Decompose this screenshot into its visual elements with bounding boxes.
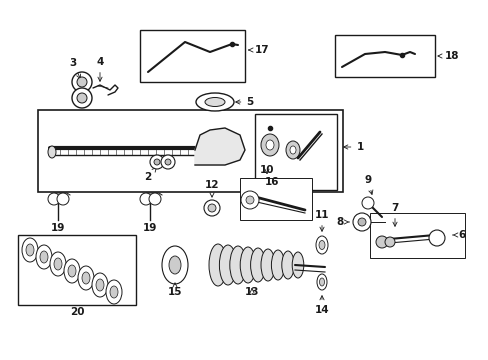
FancyBboxPatch shape	[240, 178, 311, 220]
Text: 19: 19	[142, 223, 157, 233]
Ellipse shape	[169, 256, 181, 274]
Ellipse shape	[292, 252, 303, 278]
Ellipse shape	[261, 134, 279, 156]
Text: 16: 16	[264, 177, 279, 187]
Ellipse shape	[319, 278, 324, 286]
Text: 2: 2	[144, 167, 156, 182]
Circle shape	[77, 93, 87, 103]
Circle shape	[384, 237, 394, 247]
Ellipse shape	[68, 265, 76, 277]
Ellipse shape	[54, 258, 62, 270]
Circle shape	[57, 193, 69, 205]
Polygon shape	[195, 128, 244, 165]
Circle shape	[203, 200, 220, 216]
Ellipse shape	[318, 240, 325, 249]
Ellipse shape	[110, 286, 118, 298]
FancyBboxPatch shape	[38, 110, 342, 192]
Text: 5: 5	[235, 97, 253, 107]
FancyBboxPatch shape	[140, 30, 244, 82]
Ellipse shape	[78, 266, 94, 290]
Text: 7: 7	[390, 203, 398, 226]
Ellipse shape	[48, 146, 56, 158]
Circle shape	[72, 72, 92, 92]
Circle shape	[149, 193, 161, 205]
Text: 8: 8	[336, 217, 348, 227]
Ellipse shape	[271, 250, 284, 280]
Ellipse shape	[162, 246, 187, 284]
Circle shape	[207, 204, 216, 212]
Ellipse shape	[315, 236, 327, 254]
Circle shape	[140, 193, 152, 205]
Ellipse shape	[40, 251, 48, 263]
FancyBboxPatch shape	[369, 213, 464, 258]
Text: 18: 18	[437, 51, 458, 61]
Circle shape	[245, 196, 253, 204]
FancyBboxPatch shape	[18, 235, 136, 305]
Text: 14: 14	[314, 296, 328, 315]
Ellipse shape	[204, 98, 224, 107]
Ellipse shape	[82, 272, 90, 284]
Ellipse shape	[106, 280, 122, 304]
Ellipse shape	[281, 251, 294, 279]
Circle shape	[77, 77, 87, 87]
Text: 6: 6	[452, 230, 465, 240]
Circle shape	[154, 159, 160, 165]
Ellipse shape	[250, 248, 265, 282]
Ellipse shape	[219, 245, 236, 285]
Ellipse shape	[229, 246, 245, 284]
Circle shape	[361, 197, 373, 209]
Ellipse shape	[64, 259, 80, 283]
Circle shape	[161, 155, 175, 169]
Ellipse shape	[285, 141, 299, 159]
Ellipse shape	[208, 244, 226, 286]
FancyBboxPatch shape	[254, 114, 336, 190]
Text: 20: 20	[70, 307, 84, 317]
Ellipse shape	[36, 245, 52, 269]
Ellipse shape	[265, 140, 273, 150]
Circle shape	[375, 236, 387, 248]
FancyBboxPatch shape	[334, 35, 434, 77]
Ellipse shape	[92, 273, 108, 297]
Circle shape	[428, 230, 444, 246]
Circle shape	[357, 218, 365, 226]
Ellipse shape	[22, 238, 38, 262]
Ellipse shape	[50, 252, 66, 276]
Text: 13: 13	[244, 287, 259, 297]
Text: 17: 17	[248, 45, 269, 55]
Text: 15: 15	[167, 283, 182, 297]
Text: 4: 4	[96, 57, 103, 81]
Text: 9: 9	[364, 175, 372, 194]
Ellipse shape	[316, 274, 326, 290]
Ellipse shape	[96, 279, 104, 291]
Text: 10: 10	[259, 165, 274, 175]
Text: 12: 12	[204, 180, 219, 197]
Text: 19: 19	[51, 223, 65, 233]
Text: 1: 1	[343, 142, 363, 152]
Ellipse shape	[196, 93, 234, 111]
Ellipse shape	[240, 247, 255, 283]
Circle shape	[241, 191, 259, 209]
Circle shape	[150, 155, 163, 169]
Circle shape	[352, 213, 370, 231]
Circle shape	[72, 88, 92, 108]
Ellipse shape	[26, 244, 34, 256]
Text: 11: 11	[314, 210, 328, 231]
Ellipse shape	[289, 146, 295, 154]
Circle shape	[48, 193, 60, 205]
Circle shape	[164, 159, 171, 165]
Ellipse shape	[261, 249, 274, 281]
Text: 3: 3	[69, 58, 81, 78]
